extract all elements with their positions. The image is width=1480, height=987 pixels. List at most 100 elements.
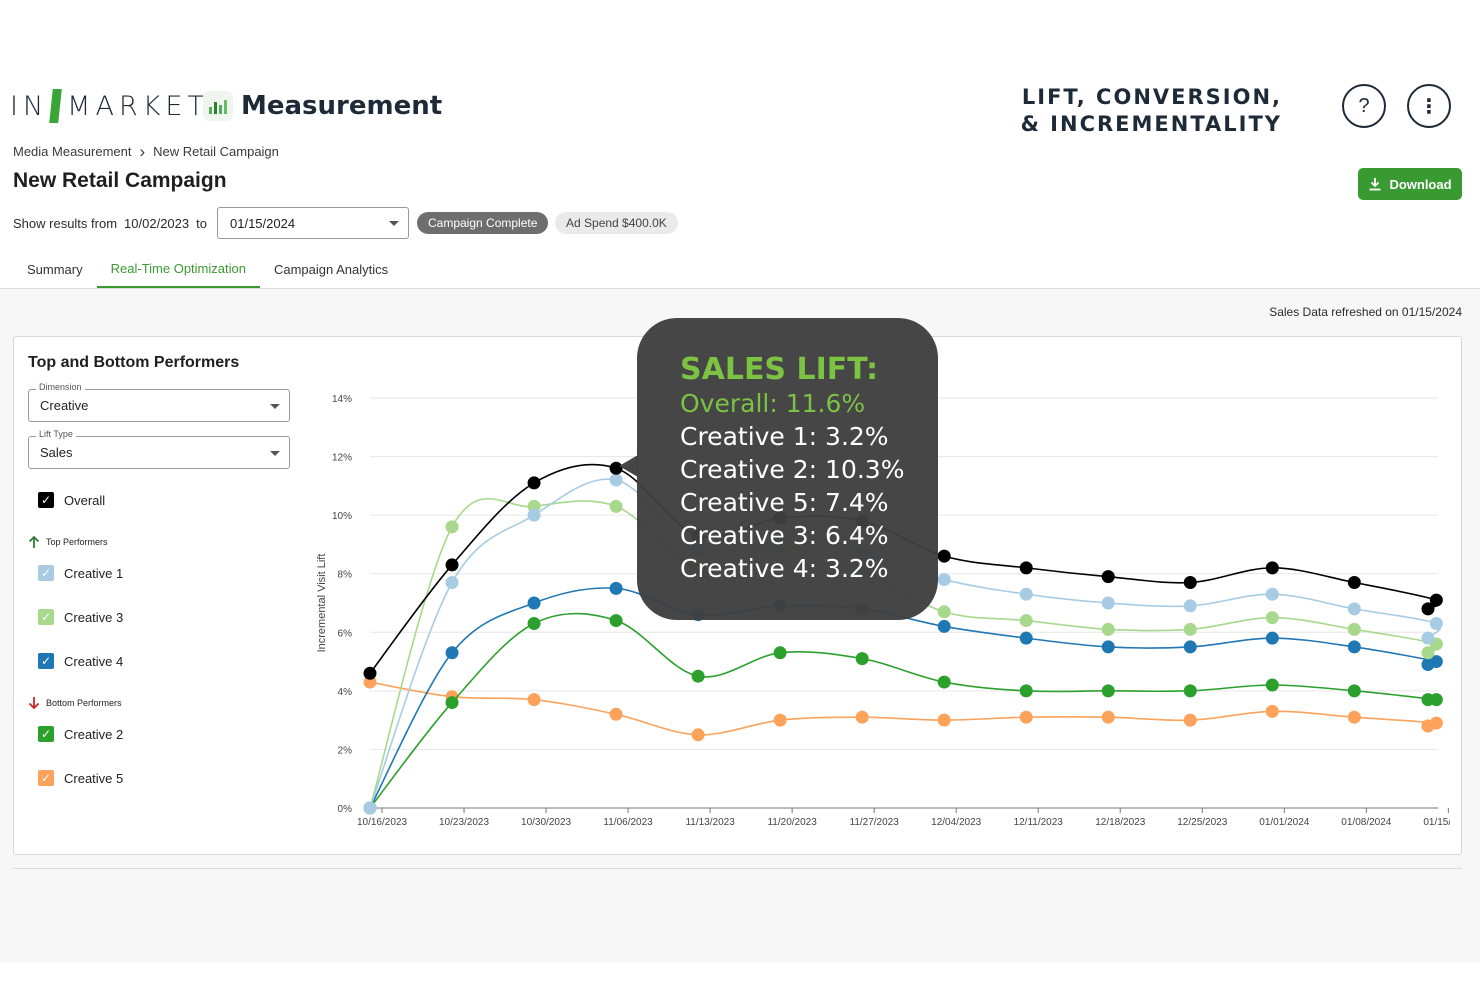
data-point-creative-3 bbox=[1347, 622, 1361, 636]
x-tick-label: 11/20/2023 bbox=[767, 817, 817, 828]
data-point-overall bbox=[937, 549, 951, 563]
headline-line-1: LIFT, CONVERSION, bbox=[1021, 85, 1282, 109]
dimension-select[interactable]: Creative bbox=[28, 389, 290, 422]
product-name: Measurement bbox=[241, 91, 443, 121]
data-point-creative-4 bbox=[1019, 631, 1033, 645]
data-point-creative-2 bbox=[445, 696, 459, 710]
creative-4-toggle[interactable]: ✓ Creative 4 bbox=[38, 653, 123, 669]
checkbox-checked-icon[interactable]: ✓ bbox=[38, 492, 54, 508]
creative-3-toggle[interactable]: ✓ Creative 3 bbox=[38, 609, 123, 625]
tooltip-line: Creative 4: 3.2% bbox=[680, 554, 889, 583]
data-point-creative-1 bbox=[1019, 587, 1033, 601]
chevron-down-icon bbox=[270, 451, 280, 456]
data-point-creative-2 bbox=[1421, 693, 1435, 707]
inmarket-logo: IN MARKET bbox=[10, 88, 209, 124]
download-button[interactable]: Download bbox=[1358, 168, 1462, 200]
breadcrumb-root[interactable]: Media Measurement bbox=[13, 144, 132, 159]
end-date-select[interactable]: 01/15/2024 bbox=[217, 207, 409, 239]
data-point-overall bbox=[1183, 576, 1197, 589]
data-point-creative-5 bbox=[1265, 704, 1279, 718]
measurement-logo: Measurement bbox=[203, 88, 442, 124]
creative-2-label: Creative 2 bbox=[64, 726, 124, 742]
checkbox-checked-icon[interactable]: ✓ bbox=[38, 653, 54, 669]
data-point-creative-4 bbox=[445, 646, 459, 660]
bar-chart-icon bbox=[203, 91, 233, 121]
y-tick-label: 12% bbox=[332, 453, 352, 464]
y-axis-title: Incremental Visit Lift bbox=[316, 554, 328, 653]
breadcrumb-current: New Retail Campaign bbox=[153, 144, 279, 159]
data-point-creative-5 bbox=[1347, 710, 1361, 724]
checkbox-checked-icon[interactable]: ✓ bbox=[38, 770, 54, 786]
more-options-button[interactable]: ⋮ bbox=[1407, 84, 1451, 128]
data-point-creative-1 bbox=[445, 576, 459, 589]
chevron-right-icon: › bbox=[139, 142, 146, 161]
data-point-creative-5 bbox=[527, 693, 541, 707]
help-icon: ? bbox=[1358, 94, 1370, 117]
dimension-value: Creative bbox=[40, 398, 89, 413]
checkbox-checked-icon[interactable]: ✓ bbox=[38, 726, 54, 742]
tab-campaign-analytics[interactable]: Campaign Analytics bbox=[273, 261, 389, 277]
data-point-creative-4 bbox=[1183, 640, 1197, 654]
ad-spend-badge: Ad Spend $400.0K bbox=[555, 212, 678, 234]
data-point-creative-5 bbox=[609, 707, 623, 721]
x-tick-label: 12/18/2023 bbox=[1095, 817, 1145, 828]
x-tick-label: 01/01/2024 bbox=[1259, 817, 1309, 828]
lift-type-select[interactable]: Sales bbox=[28, 436, 290, 469]
breadcrumb: Media Measurement › New Retail Campaign bbox=[13, 142, 279, 161]
data-point-creative-3 bbox=[445, 520, 459, 534]
creative-1-toggle[interactable]: ✓ Creative 1 bbox=[38, 565, 123, 581]
data-point-creative-1 bbox=[1183, 599, 1197, 613]
data-point-overall bbox=[1421, 602, 1435, 616]
creative-3-label: Creative 3 bbox=[64, 609, 124, 625]
tab-summary[interactable]: Summary bbox=[27, 261, 83, 277]
creative-5-toggle[interactable]: ✓ Creative 5 bbox=[38, 770, 123, 786]
data-point-overall bbox=[363, 666, 377, 680]
logo-bar-icon bbox=[49, 89, 62, 123]
overall-toggle[interactable]: ✓ Overall bbox=[38, 492, 105, 508]
y-tick-label: 4% bbox=[338, 687, 353, 698]
checkbox-checked-icon[interactable]: ✓ bbox=[38, 609, 54, 625]
data-point-overall bbox=[1265, 561, 1279, 575]
data-point-creative-2 bbox=[937, 675, 951, 689]
date-from: 10/02/2023 bbox=[124, 215, 190, 231]
data-point-creative-1 bbox=[1421, 631, 1435, 645]
data-point-creative-2 bbox=[1183, 684, 1197, 698]
data-point-creative-5 bbox=[1101, 710, 1115, 724]
headline-line-2: & INCREMENTALITY bbox=[1020, 112, 1282, 136]
checkbox-checked-icon[interactable]: ✓ bbox=[38, 565, 54, 581]
overall-label: Overall bbox=[64, 492, 106, 508]
tab-bar: Summary Real-Time Optimization Campaign … bbox=[13, 250, 402, 288]
creative-5-label: Creative 5 bbox=[64, 770, 124, 786]
x-tick-label: 01/15/2024 bbox=[1423, 817, 1450, 828]
top-performers-label: Top Performers bbox=[46, 537, 108, 547]
download-icon bbox=[1369, 178, 1381, 191]
data-point-creative-1 bbox=[1347, 602, 1361, 616]
date-filter: Show results from 10/02/2023 to bbox=[13, 207, 207, 239]
data-point-creative-3 bbox=[1265, 611, 1279, 625]
data-point-overall bbox=[527, 476, 541, 490]
y-tick-label: 2% bbox=[338, 745, 353, 756]
data-point-creative-1 bbox=[527, 508, 541, 522]
help-button[interactable]: ? bbox=[1342, 84, 1386, 128]
download-label: Download bbox=[1389, 176, 1452, 192]
top-performers-heading: Top Performers bbox=[28, 535, 108, 549]
y-tick-label: 8% bbox=[338, 570, 353, 581]
panel-title: Top and Bottom Performers bbox=[28, 354, 240, 371]
tab-real-time-optimization[interactable]: Real-Time Optimization bbox=[96, 250, 260, 288]
data-point-creative-4 bbox=[1265, 631, 1279, 645]
creative-2-toggle[interactable]: ✓ Creative 2 bbox=[38, 726, 123, 742]
data-point-creative-2 bbox=[609, 614, 623, 628]
x-tick-label: 11/13/2023 bbox=[685, 817, 735, 828]
tooltip-pointer bbox=[619, 455, 638, 477]
y-tick-label: 10% bbox=[332, 511, 352, 522]
sales-lift-tooltip: SALES LIFT: Overall: 11.6% Creative 1: 3… bbox=[637, 318, 938, 620]
arrow-down-icon bbox=[28, 697, 40, 710]
date-to-label: to bbox=[196, 215, 207, 231]
status-badge: Campaign Complete bbox=[417, 212, 549, 234]
tooltip-overall: Overall: 11.6% bbox=[680, 389, 866, 418]
x-tick-label: 11/27/2023 bbox=[850, 817, 900, 828]
data-point-creative-5 bbox=[1019, 710, 1033, 724]
data-point-overall bbox=[1347, 576, 1361, 589]
data-point-creative-2 bbox=[1265, 678, 1279, 692]
data-point-creative-3 bbox=[1101, 622, 1115, 636]
